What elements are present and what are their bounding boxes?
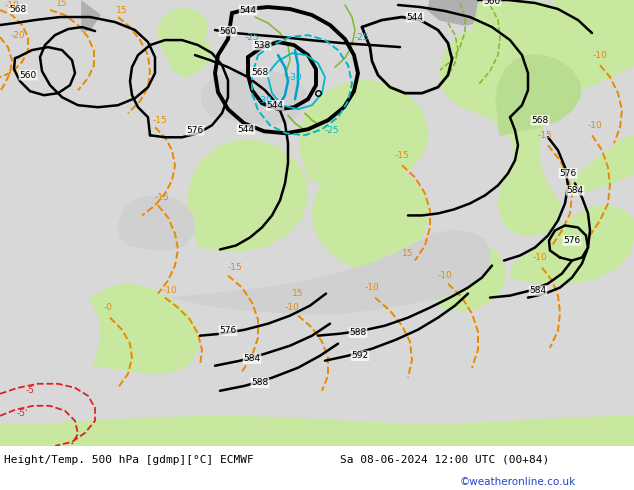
Text: -0: -0 (103, 303, 112, 312)
Text: 15: 15 (116, 5, 127, 15)
Text: 576: 576 (559, 169, 577, 178)
Text: -30: -30 (257, 96, 273, 105)
Text: -15: -15 (153, 116, 167, 125)
Text: 584: 584 (529, 286, 547, 295)
Text: 560: 560 (20, 71, 37, 80)
Polygon shape (428, 0, 495, 25)
Text: -15: -15 (155, 193, 169, 202)
Polygon shape (312, 160, 428, 268)
Polygon shape (188, 140, 308, 250)
Text: 15: 15 (402, 249, 414, 258)
Text: -5: -5 (25, 386, 34, 395)
Polygon shape (510, 205, 634, 284)
Text: Sa 08-06-2024 12:00 UTC (00+84): Sa 08-06-2024 12:00 UTC (00+84) (340, 455, 549, 465)
Text: -10: -10 (163, 286, 178, 295)
Text: 15: 15 (292, 289, 304, 298)
Polygon shape (0, 0, 80, 446)
Text: 584: 584 (566, 186, 583, 195)
Polygon shape (158, 9, 208, 55)
Text: -5': -5' (16, 409, 28, 418)
Polygon shape (0, 0, 100, 35)
Text: 560: 560 (219, 26, 236, 36)
Text: 584: 584 (243, 354, 261, 363)
Text: -25: -25 (245, 32, 259, 42)
Polygon shape (440, 0, 634, 236)
Text: Height/Temp. 500 hPa [gdmp][°C] ECMWF: Height/Temp. 500 hPa [gdmp][°C] ECMWF (4, 455, 254, 465)
Text: -30: -30 (288, 73, 302, 82)
Text: 576: 576 (564, 236, 581, 245)
Polygon shape (168, 33, 210, 77)
Polygon shape (172, 230, 490, 314)
Text: 544: 544 (238, 125, 254, 134)
Text: 592: 592 (351, 351, 368, 360)
Text: -15: -15 (538, 131, 552, 140)
Text: 588: 588 (349, 328, 366, 337)
Polygon shape (496, 55, 580, 135)
Text: -10: -10 (588, 121, 602, 130)
Text: -10: -10 (4, 0, 20, 9)
Text: -20: -20 (11, 30, 25, 40)
Text: 544: 544 (406, 13, 424, 22)
Polygon shape (434, 241, 505, 311)
Polygon shape (118, 196, 195, 250)
Text: 538: 538 (254, 41, 271, 49)
Text: -10: -10 (437, 271, 453, 280)
Text: -25: -25 (325, 126, 339, 135)
Polygon shape (568, 135, 634, 196)
Text: ©weatheronline.co.uk: ©weatheronline.co.uk (460, 477, 576, 487)
Text: 568: 568 (531, 116, 548, 125)
Polygon shape (0, 266, 100, 398)
Text: 544: 544 (266, 101, 283, 110)
Polygon shape (76, 284, 198, 374)
Text: 576: 576 (186, 126, 204, 135)
Text: -15: -15 (228, 263, 242, 272)
Polygon shape (538, 0, 634, 95)
Polygon shape (0, 416, 634, 446)
Text: -10: -10 (533, 253, 547, 262)
Text: -15: -15 (394, 151, 410, 160)
Text: -10: -10 (285, 303, 299, 312)
Text: 568: 568 (10, 4, 27, 14)
Text: -10: -10 (365, 283, 379, 292)
Text: 544: 544 (240, 5, 257, 15)
Text: 15: 15 (56, 0, 68, 7)
Text: 588: 588 (251, 378, 269, 387)
Polygon shape (300, 80, 428, 185)
Text: -25: -25 (354, 32, 370, 42)
Text: 568: 568 (251, 68, 269, 76)
Polygon shape (202, 70, 305, 125)
Text: 576: 576 (219, 326, 236, 335)
Text: -10: -10 (593, 50, 607, 60)
Text: 560: 560 (483, 0, 501, 5)
